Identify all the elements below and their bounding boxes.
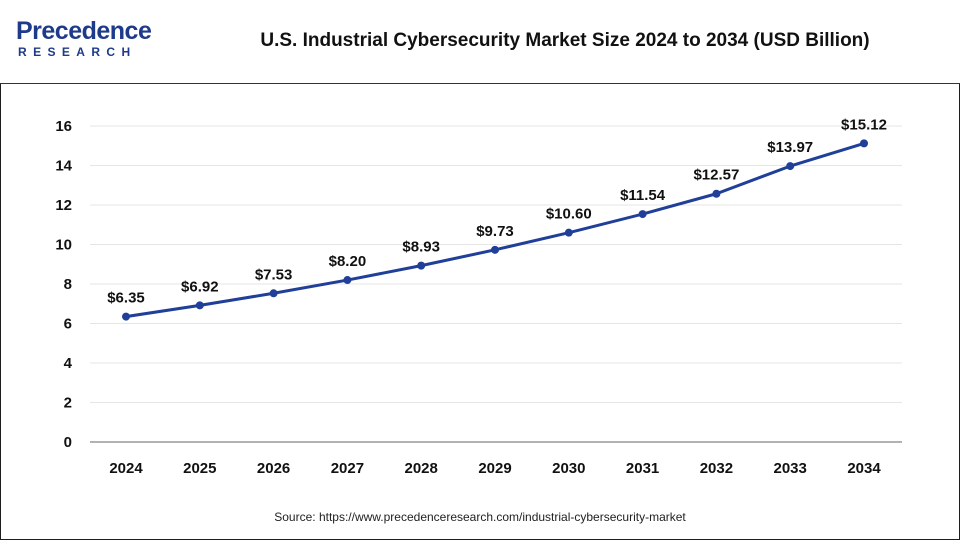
logo-wordmark: Precedence bbox=[16, 17, 152, 45]
data-point bbox=[638, 210, 647, 219]
y-tick-label: 14 bbox=[55, 158, 72, 175]
line-chart: 0 2 4 6 8 10 12 14 16 2024 2025 2026 2027 2028 2029 203… bbox=[55, 116, 902, 477]
y-tick-label: 10 bbox=[55, 237, 72, 254]
data-label: $15.12 bbox=[841, 116, 887, 133]
x-tick-label: 2033 bbox=[774, 460, 807, 477]
y-tick-label: 2 bbox=[64, 395, 72, 412]
company-logo: Precedence RESEARCH bbox=[16, 18, 166, 62]
y-tick-label: 4 bbox=[64, 355, 73, 372]
x-tick-label: 2027 bbox=[331, 460, 364, 477]
x-tick-label: 2031 bbox=[626, 460, 659, 477]
data-label: $6.92 bbox=[181, 278, 219, 295]
data-point bbox=[564, 228, 573, 237]
x-tick-label: 2028 bbox=[405, 460, 438, 477]
chart-header: Precedence RESEARCH U.S. Industrial Cybe… bbox=[0, 0, 960, 84]
data-label: $11.54 bbox=[620, 187, 666, 204]
data-label: $8.93 bbox=[402, 239, 440, 256]
chart-title: U.S. Industrial Cybersecurity Market Siz… bbox=[260, 30, 870, 51]
x-tick-label: 2032 bbox=[700, 460, 733, 477]
data-label: $10.60 bbox=[546, 206, 592, 223]
data-point bbox=[786, 162, 795, 171]
data-label: $8.20 bbox=[329, 253, 367, 270]
x-tick-label: 2024 bbox=[109, 460, 143, 477]
logo-subtitle: RESEARCH bbox=[18, 45, 137, 59]
x-tick-label: 2030 bbox=[552, 460, 585, 477]
data-point bbox=[122, 312, 130, 321]
data-point bbox=[712, 189, 721, 198]
data-point bbox=[269, 289, 278, 298]
data-point bbox=[195, 301, 204, 310]
data-point bbox=[343, 276, 352, 285]
x-tick-label: 2034 bbox=[847, 460, 881, 477]
y-tick-label: 0 bbox=[64, 434, 72, 451]
data-point bbox=[860, 139, 868, 148]
source-note: Source: https://www.precedenceresearch.c… bbox=[274, 510, 686, 524]
y-tick-label: 12 bbox=[55, 197, 72, 214]
data-label: $12.57 bbox=[693, 167, 739, 184]
data-point bbox=[417, 261, 426, 270]
data-point bbox=[491, 245, 499, 254]
data-label: $9.73 bbox=[476, 223, 514, 240]
x-tick-label: 2029 bbox=[478, 460, 511, 477]
data-label: $13.97 bbox=[767, 139, 813, 156]
data-label: $6.35 bbox=[107, 290, 145, 307]
y-tick-label: 16 bbox=[55, 118, 72, 135]
data-label: $7.53 bbox=[255, 266, 293, 283]
x-tick-label: 2025 bbox=[183, 460, 216, 477]
x-tick-label: 2026 bbox=[257, 460, 290, 477]
y-tick-label: 8 bbox=[64, 276, 72, 293]
y-tick-label: 6 bbox=[64, 316, 72, 333]
